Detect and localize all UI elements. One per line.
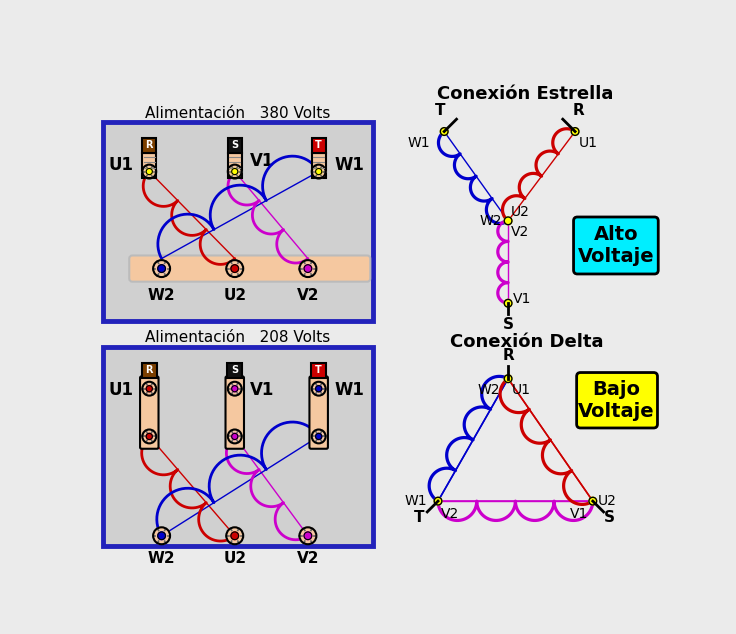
FancyBboxPatch shape: [311, 363, 326, 378]
Text: U2: U2: [598, 494, 616, 508]
Text: S: S: [231, 140, 238, 150]
Text: U1: U1: [109, 381, 134, 399]
FancyBboxPatch shape: [142, 138, 156, 153]
Circle shape: [232, 434, 238, 439]
Circle shape: [504, 217, 512, 224]
Circle shape: [232, 385, 238, 392]
Text: U2: U2: [512, 205, 530, 219]
Circle shape: [316, 434, 322, 439]
Text: V2: V2: [512, 224, 529, 238]
Text: Conexión Estrella: Conexión Estrella: [437, 86, 613, 103]
Text: Alimentación   380 Volts: Alimentación 380 Volts: [145, 105, 330, 120]
Text: V2: V2: [441, 507, 459, 521]
Text: Alto
Voltaje: Alto Voltaje: [578, 225, 654, 266]
Circle shape: [571, 127, 579, 136]
Circle shape: [142, 382, 156, 396]
Circle shape: [142, 429, 156, 443]
Circle shape: [228, 382, 241, 396]
Circle shape: [231, 532, 238, 540]
Circle shape: [304, 532, 312, 540]
Text: R: R: [502, 348, 514, 363]
Circle shape: [228, 429, 241, 443]
Text: V1: V1: [250, 152, 275, 170]
Text: V1: V1: [513, 292, 531, 306]
Circle shape: [440, 127, 448, 136]
Circle shape: [153, 260, 170, 277]
FancyBboxPatch shape: [225, 377, 244, 449]
Circle shape: [589, 497, 597, 505]
Text: U1: U1: [109, 157, 134, 174]
Circle shape: [158, 532, 166, 540]
Circle shape: [146, 169, 152, 174]
FancyBboxPatch shape: [103, 122, 372, 321]
Text: W2: W2: [478, 382, 500, 396]
Circle shape: [434, 497, 442, 505]
Text: V2: V2: [297, 288, 319, 303]
FancyBboxPatch shape: [573, 217, 658, 274]
Text: W2: W2: [148, 551, 175, 566]
Circle shape: [231, 265, 238, 273]
FancyBboxPatch shape: [228, 153, 241, 178]
Text: W1: W1: [334, 157, 364, 174]
Text: R: R: [146, 140, 153, 150]
Text: R: R: [573, 103, 585, 118]
Text: T: T: [414, 510, 424, 526]
Text: Conexión Delta: Conexión Delta: [450, 333, 604, 351]
Circle shape: [153, 527, 170, 544]
Text: V1: V1: [570, 507, 588, 521]
Text: U1: U1: [579, 136, 598, 150]
Circle shape: [316, 169, 322, 174]
Text: V2: V2: [297, 551, 319, 566]
Circle shape: [300, 260, 316, 277]
FancyBboxPatch shape: [312, 138, 325, 153]
FancyBboxPatch shape: [312, 153, 325, 178]
Text: T: T: [435, 103, 445, 118]
Circle shape: [226, 527, 243, 544]
Circle shape: [158, 265, 166, 273]
FancyBboxPatch shape: [228, 138, 241, 153]
Circle shape: [312, 429, 325, 443]
FancyBboxPatch shape: [142, 153, 156, 178]
Text: Bajo
Voltaje: Bajo Voltaje: [578, 380, 655, 421]
Text: W1: W1: [408, 136, 431, 150]
Text: W1: W1: [405, 494, 428, 508]
Text: T: T: [315, 140, 322, 150]
Circle shape: [312, 165, 325, 179]
FancyBboxPatch shape: [576, 373, 657, 428]
Circle shape: [232, 169, 238, 174]
Circle shape: [146, 434, 152, 439]
Text: T: T: [315, 365, 322, 375]
Circle shape: [228, 165, 241, 179]
Circle shape: [304, 265, 312, 273]
Text: R: R: [146, 365, 153, 375]
Text: U2: U2: [223, 551, 247, 566]
Text: S: S: [604, 510, 615, 526]
Text: W2: W2: [479, 214, 502, 228]
Text: W2: W2: [148, 288, 175, 303]
Text: Alimentación   208 Volts: Alimentación 208 Volts: [145, 330, 330, 346]
Text: W1: W1: [334, 381, 364, 399]
Text: U2: U2: [223, 288, 247, 303]
Circle shape: [316, 385, 322, 392]
FancyBboxPatch shape: [309, 377, 328, 449]
FancyBboxPatch shape: [141, 363, 157, 378]
FancyBboxPatch shape: [103, 347, 372, 546]
FancyBboxPatch shape: [140, 377, 158, 449]
Circle shape: [142, 165, 156, 179]
FancyBboxPatch shape: [130, 256, 370, 281]
Circle shape: [300, 527, 316, 544]
Circle shape: [146, 385, 152, 392]
Text: V1: V1: [250, 381, 275, 399]
FancyBboxPatch shape: [227, 363, 242, 378]
Circle shape: [504, 299, 512, 307]
Text: S: S: [231, 365, 238, 375]
Circle shape: [312, 382, 325, 396]
Text: S: S: [503, 317, 514, 332]
Text: U1: U1: [512, 382, 531, 396]
Circle shape: [226, 260, 243, 277]
Circle shape: [504, 375, 512, 382]
